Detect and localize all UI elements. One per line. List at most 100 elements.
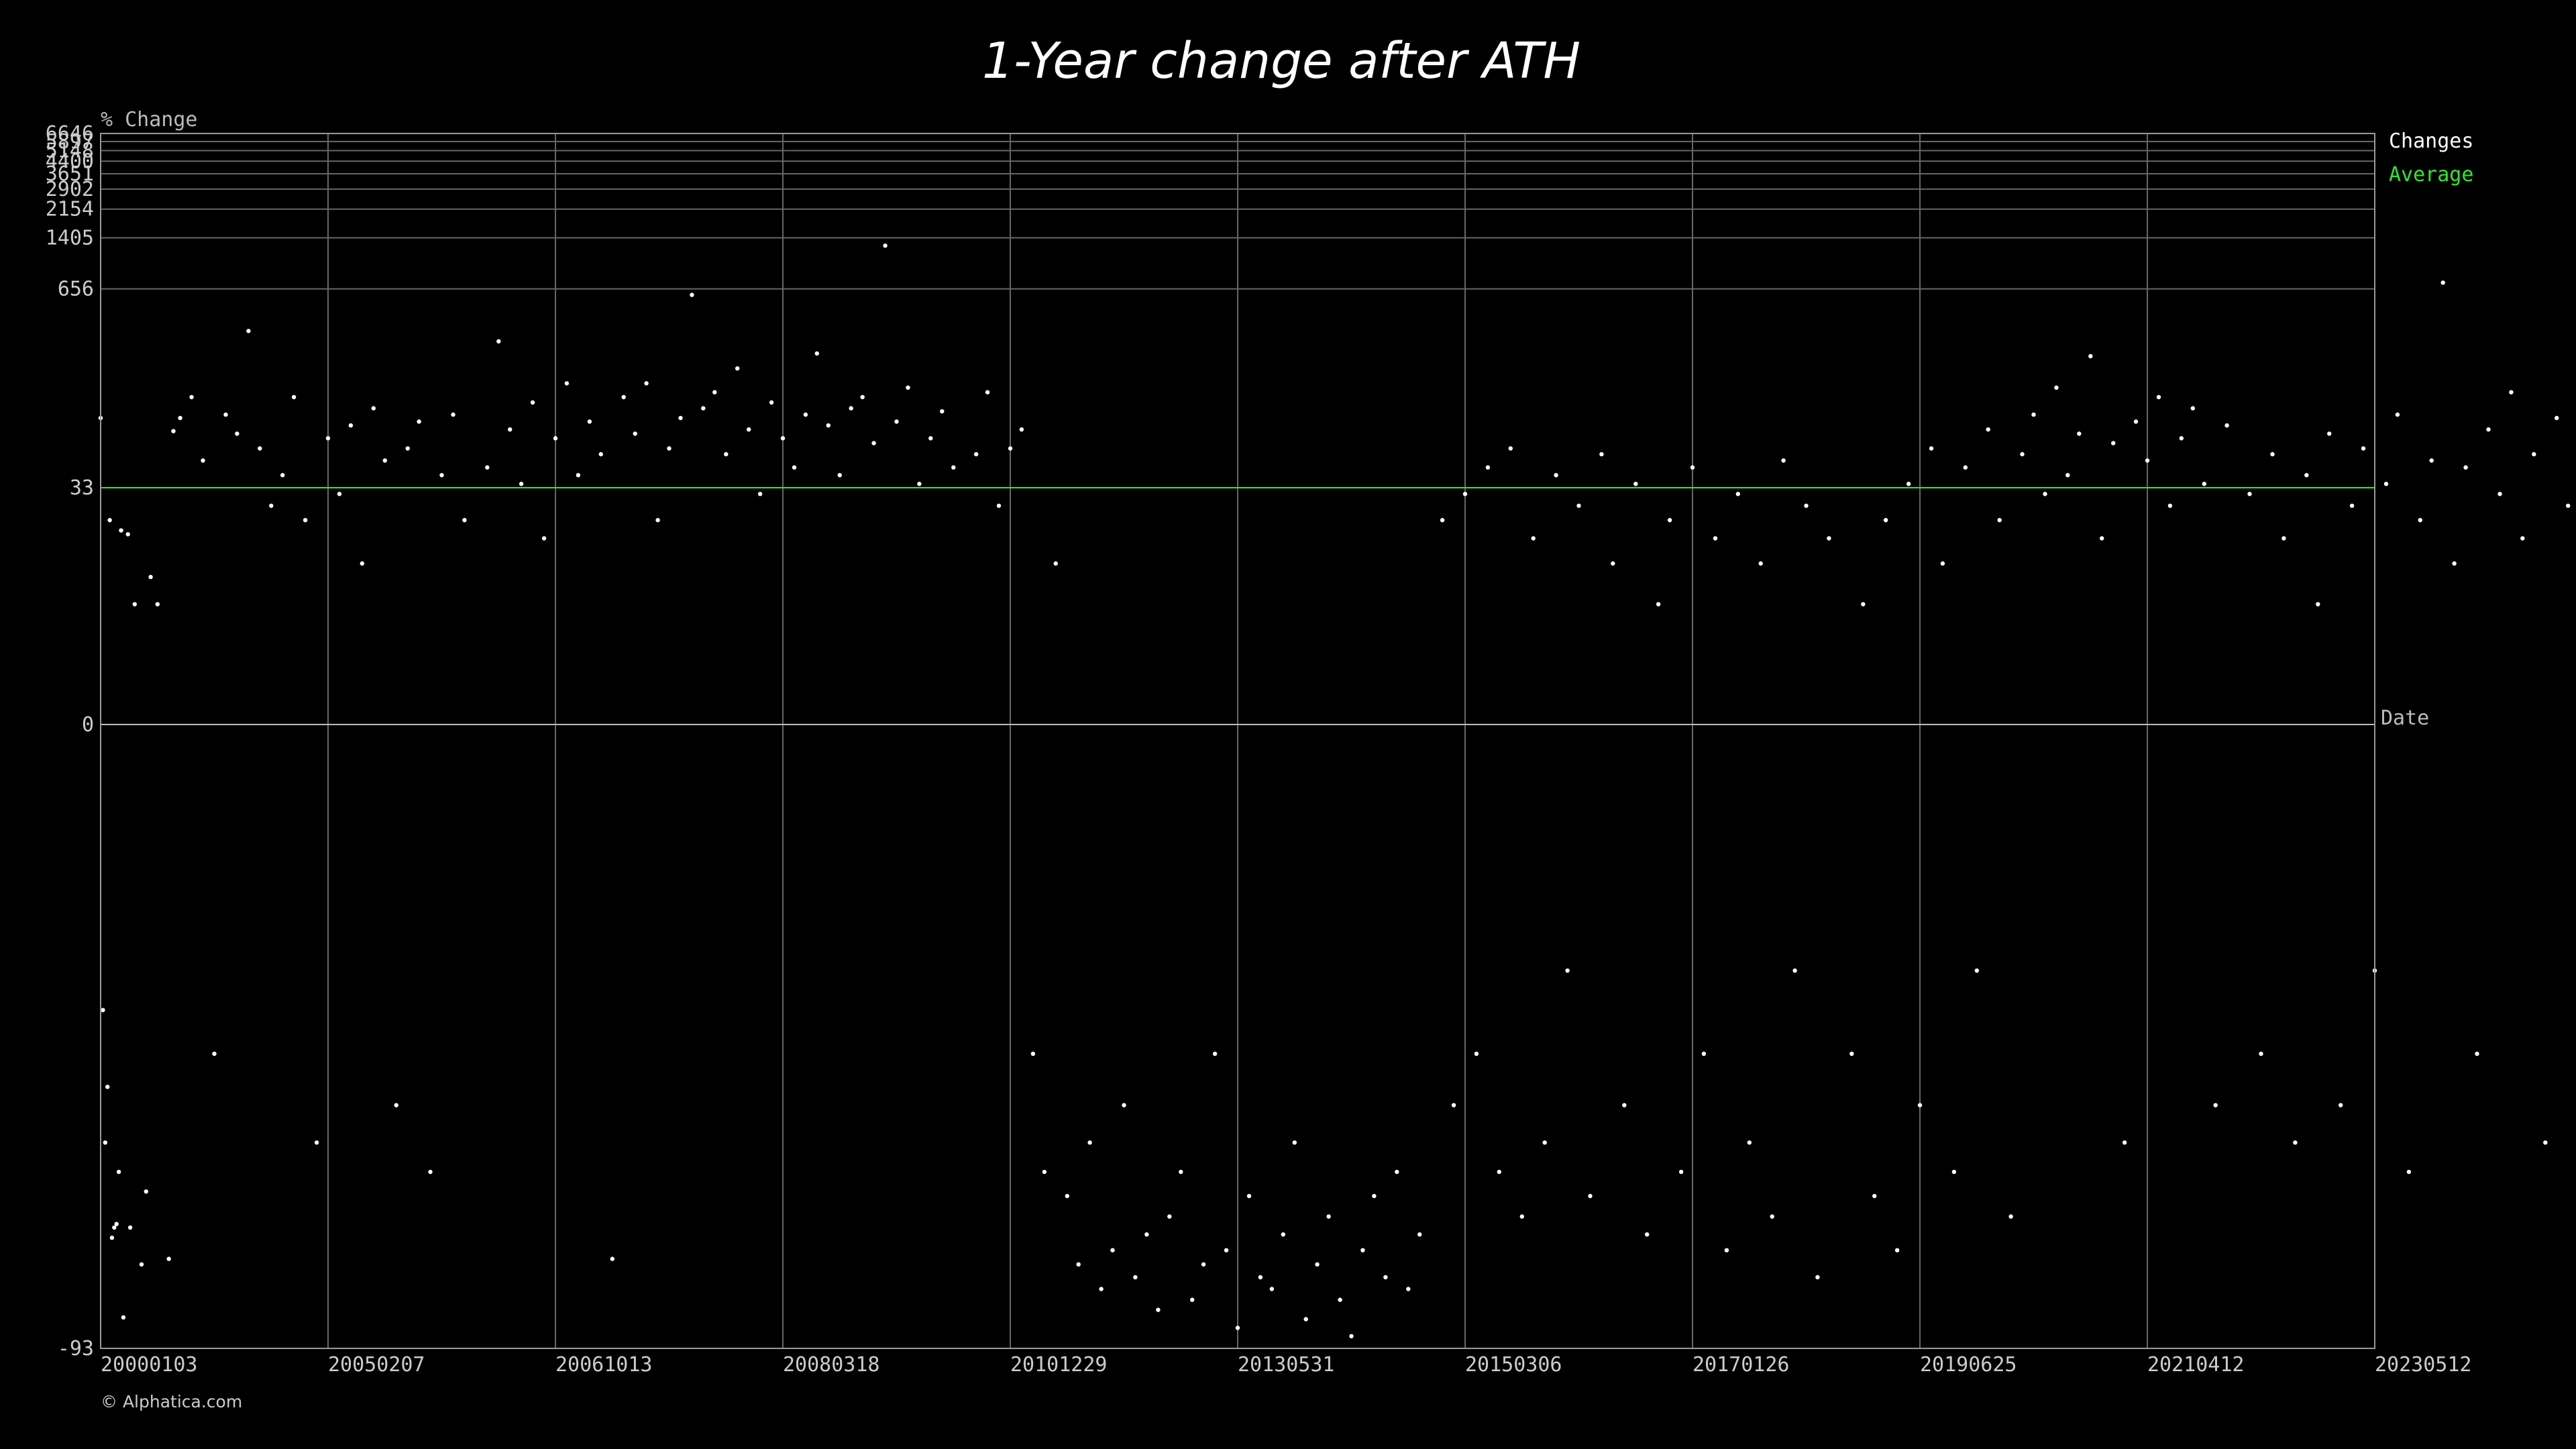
- data-point: [2486, 427, 2491, 432]
- data-point: [894, 419, 899, 424]
- data-point: [2349, 503, 2355, 508]
- data-point: [2543, 1140, 2548, 1145]
- data-point: [1053, 561, 1059, 566]
- data-point: [178, 415, 182, 421]
- data-point: [1156, 1307, 1161, 1312]
- data-point: [2406, 1169, 2412, 1175]
- data-point: [2008, 1214, 2013, 1219]
- data-point: [112, 1225, 117, 1230]
- data-point: [1894, 1248, 1900, 1252]
- data-point: [101, 1008, 105, 1012]
- data-point: [803, 412, 808, 417]
- data-point: [2259, 1051, 2263, 1057]
- data-point: [116, 1169, 121, 1175]
- data-point: [2383, 482, 2389, 486]
- data-point: [337, 492, 342, 496]
- data-point: [1042, 1169, 1047, 1175]
- data-point: [223, 412, 228, 417]
- data-point: [348, 423, 354, 428]
- data-point: [1951, 1169, 1957, 1175]
- data-point: [2270, 451, 2275, 457]
- data-point: [610, 1256, 614, 1261]
- data-point: [303, 518, 308, 523]
- data-point: [1701, 1051, 1707, 1057]
- data-point: [1110, 1248, 1115, 1252]
- data-point: [1179, 1169, 1183, 1175]
- x-tick-label: 20061013: [555, 1353, 653, 1377]
- data-point: [1747, 1140, 1752, 1145]
- data-point: [405, 446, 410, 451]
- data-point: [2202, 482, 2206, 486]
- data-point: [258, 446, 262, 451]
- data-point: [940, 409, 945, 414]
- data-point: [107, 518, 112, 523]
- data-points: [98, 244, 2571, 1339]
- data-point: [1360, 1248, 1365, 1252]
- data-point: [1917, 1103, 1923, 1108]
- y-tick-label: 2154: [46, 198, 94, 221]
- data-point: [541, 536, 547, 541]
- x-tick-label: 20050207: [328, 1353, 425, 1377]
- data-point: [1997, 518, 2002, 523]
- data-point: [1008, 446, 1013, 451]
- data-point: [1190, 1297, 1195, 1302]
- data-point: [2145, 458, 2150, 463]
- data-point: [2043, 492, 2047, 496]
- x-tick-label: 20000103: [101, 1353, 198, 1377]
- data-point: [1611, 561, 1615, 566]
- data-point: [2179, 436, 2184, 441]
- data-point: [826, 423, 831, 428]
- data-point: [2077, 431, 2082, 436]
- data-point: [2054, 385, 2059, 390]
- data-point: [1065, 1193, 1070, 1199]
- data-point: [119, 528, 123, 533]
- data-point: [1281, 1232, 1286, 1237]
- data-point: [564, 381, 570, 386]
- data-point: [860, 394, 865, 400]
- y-tick-label: 33: [70, 476, 94, 500]
- data-point: [906, 385, 910, 390]
- data-point: [1770, 1214, 1774, 1219]
- data-point: [166, 1256, 171, 1261]
- data-point: [462, 518, 467, 523]
- data-point: [1485, 465, 1491, 470]
- data-point: [139, 1262, 144, 1267]
- legend-item-changes: Changes: [2389, 129, 2473, 153]
- data-point: [2440, 280, 2445, 285]
- x-tick-label: 20101229: [1010, 1353, 1108, 1377]
- data-point: [280, 473, 285, 478]
- data-point: [1645, 1232, 1650, 1237]
- data-point: [1372, 1193, 1377, 1199]
- data-point: [1656, 602, 1661, 606]
- data-point: [678, 415, 683, 421]
- data-point: [1713, 536, 1718, 541]
- data-point: [1599, 451, 1604, 457]
- data-point: [148, 574, 153, 580]
- y-tick-label: 2902: [46, 178, 94, 201]
- data-point: [792, 465, 797, 470]
- data-point: [1235, 1326, 1240, 1330]
- data-point: [996, 503, 1002, 508]
- data-point: [2498, 492, 2502, 496]
- data-point: [2316, 602, 2320, 606]
- data-point: [1554, 473, 1558, 478]
- data-point: [201, 458, 205, 463]
- data-point: [1508, 446, 1513, 451]
- data-point: [1531, 536, 1536, 541]
- data-point: [2509, 390, 2514, 394]
- data-point: [2100, 536, 2104, 541]
- data-point: [2031, 412, 2036, 417]
- x-tick-label: 20190625: [1920, 1353, 2017, 1377]
- data-point: [747, 427, 751, 432]
- data-point: [103, 1140, 107, 1145]
- data-point: [1940, 561, 1945, 566]
- data-point: [451, 412, 455, 417]
- data-point: [2339, 1103, 2343, 1108]
- data-point: [1417, 1232, 1422, 1237]
- data-point: [633, 431, 637, 436]
- data-point: [1849, 1051, 1854, 1057]
- chart-title: 1-Year change after ATH: [982, 32, 1580, 90]
- data-point: [2020, 451, 2025, 457]
- data-point: [1258, 1275, 1263, 1280]
- data-point: [212, 1051, 217, 1057]
